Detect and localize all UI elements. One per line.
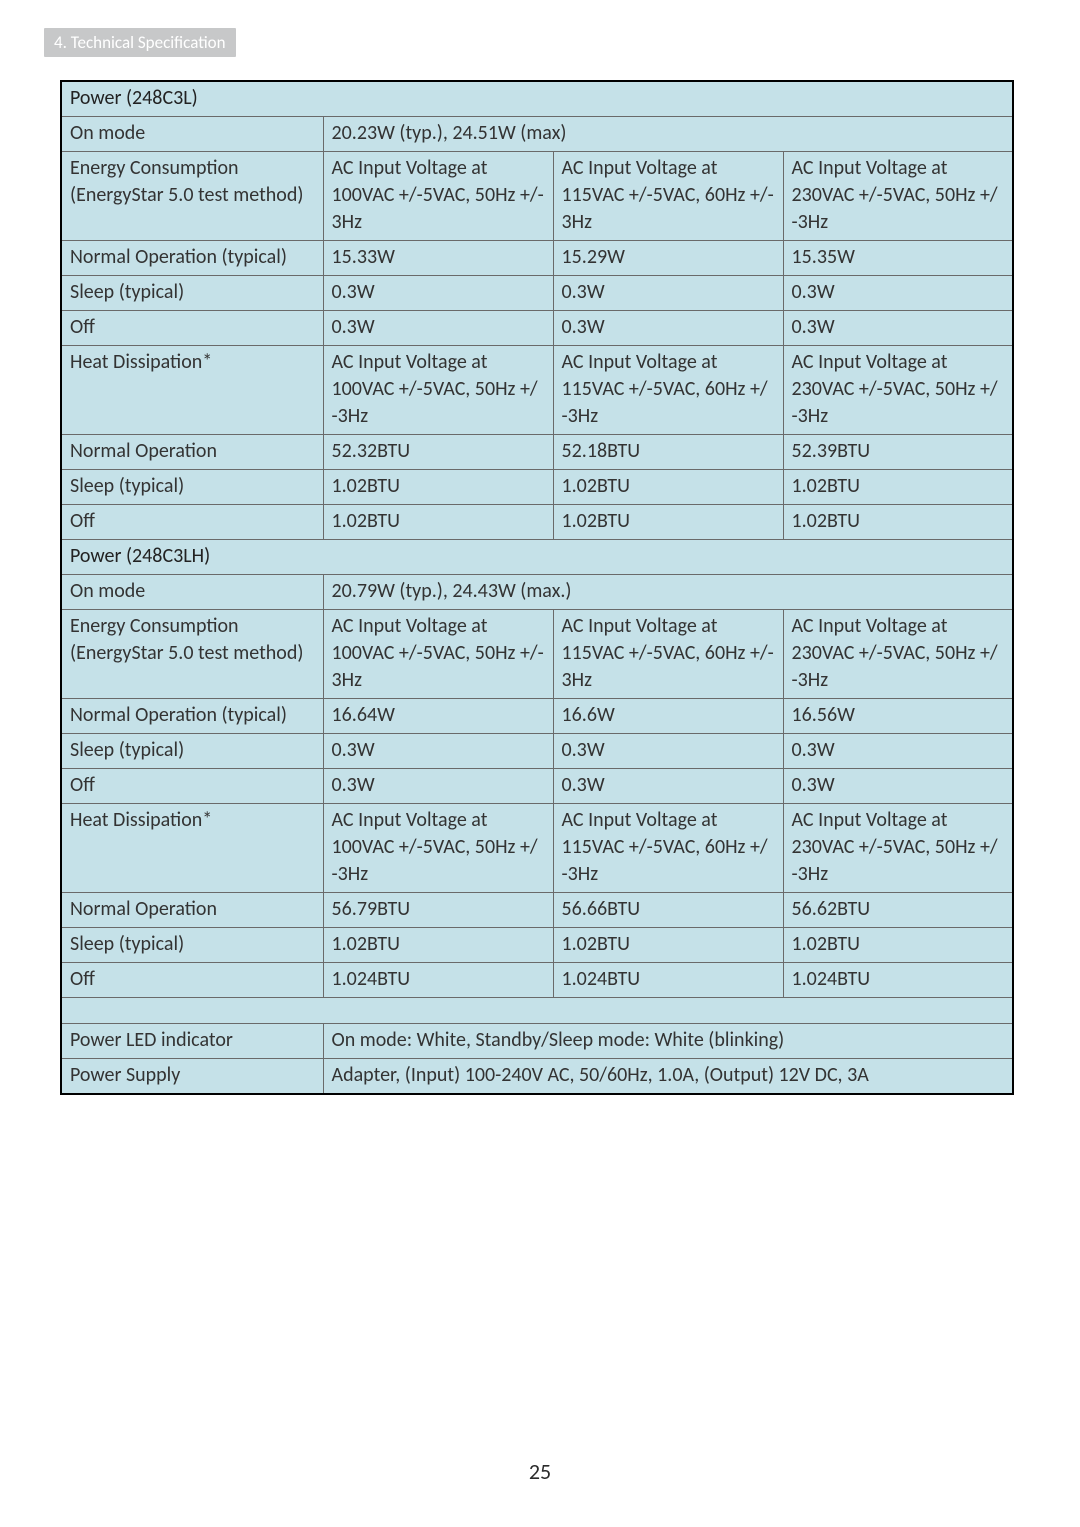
row-value-span: Adapter, (Input) 100-240V AC, 50/60Hz, 1…	[323, 1059, 1013, 1095]
row-v3: 1.024BTU	[783, 963, 1013, 998]
row-v3: AC Input Voltage at 230VAC +/-5VAC, 50Hz…	[783, 804, 1013, 893]
row-label: Off	[61, 963, 323, 998]
row-v2: 1.02BTU	[553, 928, 783, 963]
row-v1: 0.3W	[323, 311, 553, 346]
row-v2: 1.024BTU	[553, 963, 783, 998]
row-v1: 0.3W	[323, 734, 553, 769]
row-label: Sleep (typical)	[61, 734, 323, 769]
row-label: Power Supply	[61, 1059, 323, 1095]
row-label: Energy Consumption (EnergyStar 5.0 test …	[61, 610, 323, 699]
row-v2: 0.3W	[553, 276, 783, 311]
row-value-span: 20.23W (typ.), 24.51W (max)	[323, 117, 1013, 152]
row-label: Power LED indicator	[61, 1024, 323, 1059]
spacer-row	[61, 998, 1013, 1024]
row-v2: 0.3W	[553, 769, 783, 804]
row-label: Sleep (typical)	[61, 276, 323, 311]
row-v1: 1.02BTU	[323, 470, 553, 505]
row-v1: 0.3W	[323, 276, 553, 311]
row-label: Heat Dissipation*	[61, 346, 323, 435]
row-v3: 1.02BTU	[783, 505, 1013, 540]
row-v1: 1.02BTU	[323, 928, 553, 963]
row-v1: AC Input Voltage at 100VAC +/-5VAC, 50Hz…	[323, 804, 553, 893]
row-v2: 1.02BTU	[553, 470, 783, 505]
row-label: Off	[61, 769, 323, 804]
row-label: Off	[61, 311, 323, 346]
row-v3: 15.35W	[783, 241, 1013, 276]
row-v1: 1.02BTU	[323, 505, 553, 540]
row-label: On mode	[61, 575, 323, 610]
row-label: Sleep (typical)	[61, 928, 323, 963]
row-v3: AC Input Voltage at 230VAC +/-5VAC, 50Hz…	[783, 346, 1013, 435]
row-label: On mode	[61, 117, 323, 152]
spec-table: Power (248C3L) On mode 20.23W (typ.), 24…	[60, 80, 1014, 1095]
row-v2: 52.18BTU	[553, 435, 783, 470]
row-v1: 16.64W	[323, 699, 553, 734]
row-label: Normal Operation	[61, 893, 323, 928]
row-v2: 0.3W	[553, 311, 783, 346]
row-v1: 1.024BTU	[323, 963, 553, 998]
row-v2: AC Input Voltage at 115VAC +/-5VAC, 60Hz…	[553, 804, 783, 893]
row-label: Normal Operation (typical)	[61, 241, 323, 276]
row-label: Heat Dissipation*	[61, 804, 323, 893]
row-label: Normal Operation (typical)	[61, 699, 323, 734]
row-v3: 52.39BTU	[783, 435, 1013, 470]
row-v2: 0.3W	[553, 734, 783, 769]
row-v1: AC Input Voltage at 100VAC +/-5VAC, 50Hz…	[323, 610, 553, 699]
row-v3: 0.3W	[783, 769, 1013, 804]
row-label: Normal Operation	[61, 435, 323, 470]
row-v2: 16.6W	[553, 699, 783, 734]
row-v2: 15.29W	[553, 241, 783, 276]
section-title-248c3lh: Power (248C3LH)	[61, 540, 1013, 575]
row-value-span: On mode: White, Standby/Sleep mode: Whit…	[323, 1024, 1013, 1059]
row-v2: 1.02BTU	[553, 505, 783, 540]
row-label: Energy Consumption (EnergyStar 5.0 test …	[61, 152, 323, 241]
row-v1: 0.3W	[323, 769, 553, 804]
header-tab: 4. Technical Specification	[44, 28, 236, 57]
row-v3: 56.62BTU	[783, 893, 1013, 928]
row-v3: 0.3W	[783, 734, 1013, 769]
row-v3: 0.3W	[783, 311, 1013, 346]
row-label: Sleep (typical)	[61, 470, 323, 505]
row-v2: AC Input Voltage at 115VAC +/-5VAC, 60Hz…	[553, 152, 783, 241]
row-v3: 0.3W	[783, 276, 1013, 311]
row-v1: 52.32BTU	[323, 435, 553, 470]
row-v1: 15.33W	[323, 241, 553, 276]
row-v3: AC Input Voltage at 230VAC +/-5VAC, 50Hz…	[783, 152, 1013, 241]
row-v3: 1.02BTU	[783, 470, 1013, 505]
page-number: 25	[0, 1458, 1080, 1485]
row-v2: 56.66BTU	[553, 893, 783, 928]
row-value-span: 20.79W (typ.), 24.43W (max.)	[323, 575, 1013, 610]
row-v3: 16.56W	[783, 699, 1013, 734]
row-v3: AC Input Voltage at 230VAC +/-5VAC, 50Hz…	[783, 610, 1013, 699]
section-title-248c3l: Power (248C3L)	[61, 81, 1013, 117]
row-v1: AC Input Voltage at 100VAC +/-5VAC, 50Hz…	[323, 152, 553, 241]
row-v1: 56.79BTU	[323, 893, 553, 928]
row-v2: AC Input Voltage at 115VAC +/-5VAC, 60Hz…	[553, 610, 783, 699]
row-v3: 1.02BTU	[783, 928, 1013, 963]
row-v2: AC Input Voltage at 115VAC +/-5VAC, 60Hz…	[553, 346, 783, 435]
row-label: Off	[61, 505, 323, 540]
row-v1: AC Input Voltage at 100VAC +/-5VAC, 50Hz…	[323, 346, 553, 435]
